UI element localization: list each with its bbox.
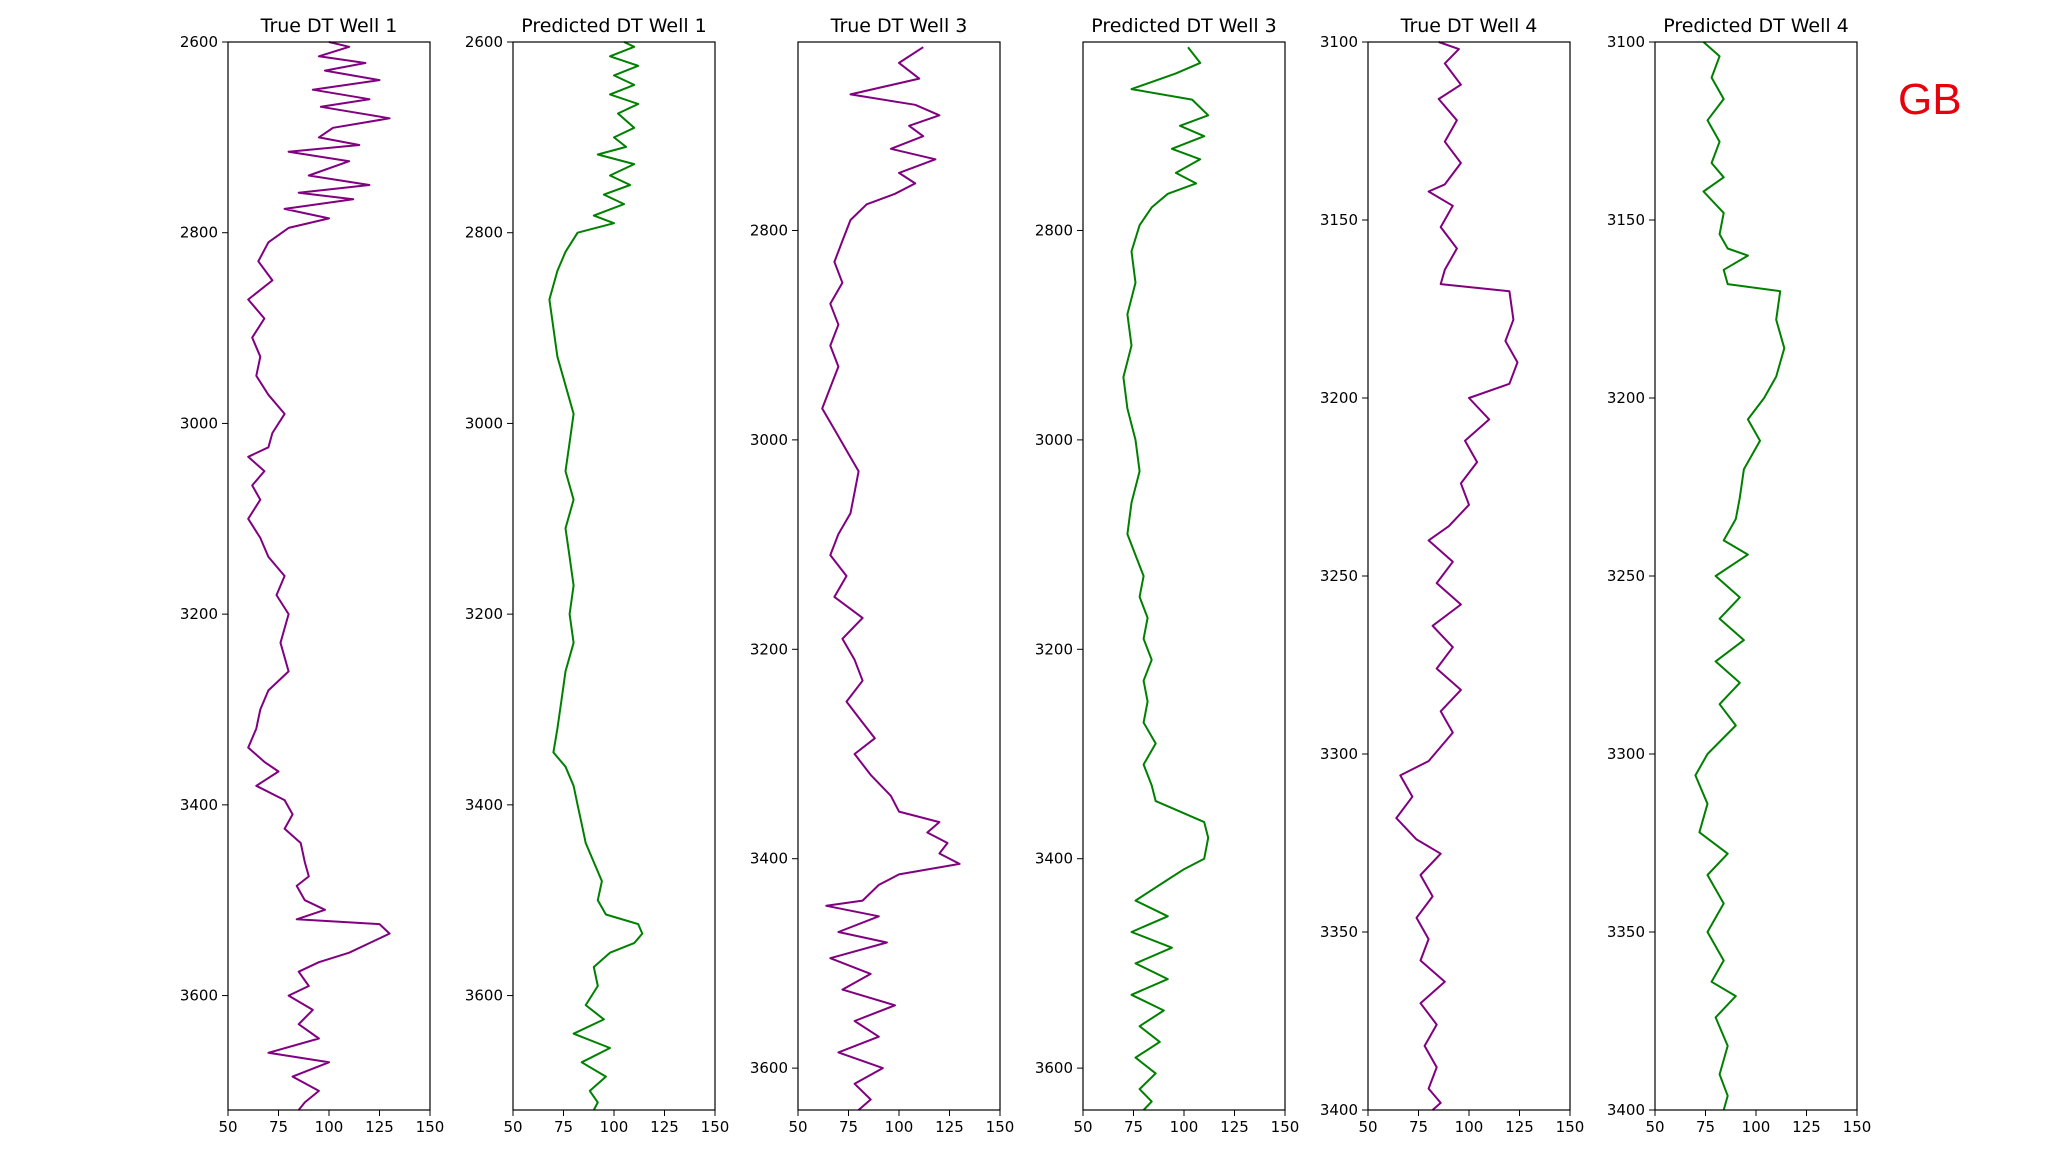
x-tick-label: 75 (554, 1118, 573, 1136)
x-tick-label: 100 (315, 1118, 344, 1136)
x-tick-label: 75 (1696, 1118, 1715, 1136)
y-tick-label: 3200 (750, 640, 788, 658)
plot-frame (1367, 41, 1571, 1111)
gb-annotation: GB (1898, 75, 1962, 124)
y-tick-label: 3100 (1320, 33, 1358, 51)
x-tick-label: 75 (839, 1118, 858, 1136)
y-tick-label: 3600 (180, 987, 218, 1005)
x-tick-label: 125 (1505, 1118, 1534, 1136)
y-tick-label: 3000 (750, 431, 788, 449)
y-tick-label: 3200 (1035, 640, 1073, 658)
chart-panel: Predicted DT Well 4 50 75 100 125 150 3100 3150… (1607, 15, 1872, 1136)
panel-title: True DT Well 4 (1400, 15, 1538, 37)
series-line (247, 41, 391, 1111)
y-tick-label: 3100 (1607, 33, 1645, 51)
x-tick-label: 150 (701, 1118, 730, 1136)
y-tick-label: 3350 (1320, 923, 1358, 941)
y-tick-label: 3000 (1035, 431, 1073, 449)
plot-frame (797, 41, 1001, 1111)
y-tick-label: 3300 (1320, 745, 1358, 763)
y-tick-label: 3400 (180, 796, 218, 814)
x-tick-label: 125 (1220, 1118, 1249, 1136)
y-tick-label: 3400 (465, 796, 503, 814)
plot-frame (1654, 41, 1858, 1111)
x-tick-label: 50 (503, 1118, 522, 1136)
chart-panel: Predicted DT Well 3 50 75 100 125 150 2800 3000… (1035, 15, 1300, 1136)
y-tick-label: 3600 (1035, 1059, 1073, 1077)
x-tick-label: 100 (1170, 1118, 1199, 1136)
plot-frame (1082, 41, 1286, 1111)
y-tick-label: 2800 (750, 221, 788, 239)
y-tick-label: 3200 (180, 605, 218, 623)
series-line (548, 41, 644, 1111)
y-tick-label: 3300 (1607, 745, 1645, 763)
series-line (821, 46, 961, 1111)
y-tick-label: 3600 (465, 987, 503, 1005)
x-tick-label: 125 (935, 1118, 964, 1136)
y-tick-label: 3400 (1035, 850, 1073, 868)
y-tick-label: 3150 (1320, 211, 1358, 229)
chart-panel: Predicted DT Well 1 50 75 100 125 150 2600 2800… (465, 15, 730, 1136)
x-tick-label: 150 (416, 1118, 445, 1136)
x-tick-label: 50 (788, 1118, 807, 1136)
x-tick-label: 50 (1645, 1118, 1664, 1136)
y-tick-label: 3400 (1607, 1101, 1645, 1119)
panel-title: Predicted DT Well 1 (521, 15, 707, 37)
series-line (1395, 41, 1519, 1111)
y-tick-label: 3250 (1320, 567, 1358, 585)
x-tick-label: 150 (986, 1118, 1015, 1136)
plot-frame (512, 41, 716, 1111)
y-tick-label: 2600 (465, 33, 503, 51)
x-tick-label: 50 (218, 1118, 237, 1136)
y-tick-label: 3150 (1607, 211, 1645, 229)
y-tick-label: 3350 (1607, 923, 1645, 941)
y-tick-label: 3600 (750, 1059, 788, 1077)
y-tick-label: 3250 (1607, 567, 1645, 585)
y-tick-label: 3200 (1607, 389, 1645, 407)
y-tick-label: 2800 (1035, 221, 1073, 239)
chart-panel: True DT Well 1 50 75 100 125 150 2600 2800 3000 3… (180, 15, 445, 1136)
panel-title: True DT Well 1 (260, 15, 398, 37)
x-tick-label: 50 (1358, 1118, 1377, 1136)
y-tick-label: 3000 (465, 414, 503, 432)
x-tick-label: 75 (1124, 1118, 1143, 1136)
x-tick-label: 125 (650, 1118, 679, 1136)
y-tick-label: 3000 (180, 414, 218, 432)
x-tick-label: 50 (1073, 1118, 1092, 1136)
y-tick-label: 3400 (1320, 1101, 1358, 1119)
x-tick-label: 100 (600, 1118, 629, 1136)
panel-title: Predicted DT Well 4 (1663, 15, 1849, 37)
chart-panel: True DT Well 3 50 75 100 125 150 2800 3000 3200 3… (750, 15, 1015, 1136)
x-tick-label: 100 (885, 1118, 914, 1136)
x-tick-label: 100 (1742, 1118, 1771, 1136)
y-tick-label: 2800 (465, 224, 503, 242)
x-tick-label: 150 (1271, 1118, 1300, 1136)
series-line (1122, 46, 1210, 1111)
y-tick-label: 2800 (180, 224, 218, 242)
x-tick-label: 100 (1455, 1118, 1484, 1136)
x-tick-label: 150 (1556, 1118, 1585, 1136)
x-tick-label: 150 (1843, 1118, 1872, 1136)
x-tick-label: 75 (269, 1118, 288, 1136)
y-tick-label: 2600 (180, 33, 218, 51)
chart-panel: True DT Well 4 50 75 100 125 150 3100 3150 3200 3… (1320, 15, 1585, 1136)
x-tick-label: 125 (365, 1118, 394, 1136)
panel-title: True DT Well 3 (830, 15, 968, 37)
x-tick-label: 75 (1409, 1118, 1428, 1136)
y-tick-label: 3400 (750, 850, 788, 868)
x-tick-label: 125 (1792, 1118, 1821, 1136)
y-tick-label: 3200 (1320, 389, 1358, 407)
panel-title: Predicted DT Well 3 (1091, 15, 1277, 37)
series-line (1694, 41, 1786, 1111)
y-tick-label: 3200 (465, 605, 503, 623)
